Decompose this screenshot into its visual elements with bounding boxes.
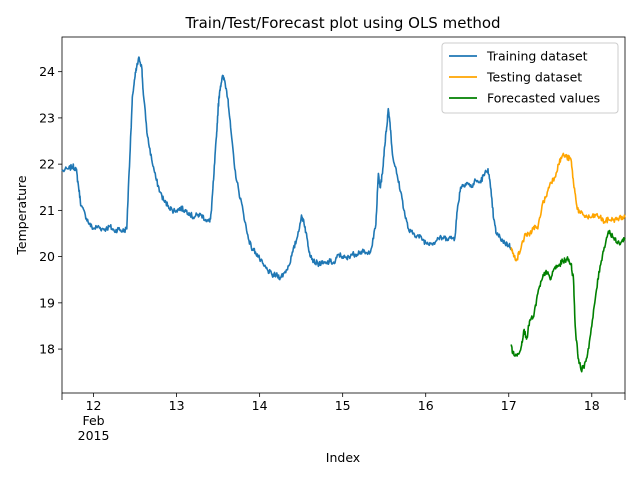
x-tick-label: Feb — [82, 413, 104, 428]
legend-label: Testing dataset — [486, 70, 582, 85]
x-tick-label: 16 — [418, 398, 434, 413]
y-tick-label: 23 — [39, 110, 55, 125]
y-tick-label: 22 — [39, 157, 55, 172]
series-layer — [61, 56, 626, 373]
series-line-2 — [510, 152, 626, 262]
x-tick-label: 18 — [584, 398, 600, 413]
x-tick-label: 13 — [169, 398, 185, 413]
series-line-3 — [510, 229, 626, 373]
legend-label: Training dataset — [486, 49, 588, 64]
legend-frame — [441, 42, 619, 114]
x-tick-label: 17 — [501, 398, 517, 413]
y-tick-label: 24 — [39, 64, 55, 79]
series-line-1 — [61, 56, 512, 281]
y-axis-ticks: 18 19 20 21 22 23 24 — [39, 64, 62, 357]
y-axis-label: Temperature — [14, 175, 29, 255]
y-tick-label: 19 — [39, 295, 55, 310]
x-tick-label: 14 — [252, 398, 268, 413]
legend-label: Forecasted values — [487, 91, 600, 106]
y-tick-label: 18 — [39, 342, 55, 357]
y-tick-label: 21 — [39, 203, 55, 218]
x-tick-label: 2015 — [78, 428, 110, 443]
x-axis-label: Index — [326, 450, 360, 465]
y-tick-label: 20 — [39, 249, 55, 264]
legend: Training dataset Testing dataset Forecaste… — [441, 42, 619, 114]
x-tick-label: 15 — [335, 398, 351, 413]
chart-title: Train/Test/Forecast plot using OLS metho… — [184, 14, 500, 32]
x-tick-label: 12 — [86, 398, 102, 413]
